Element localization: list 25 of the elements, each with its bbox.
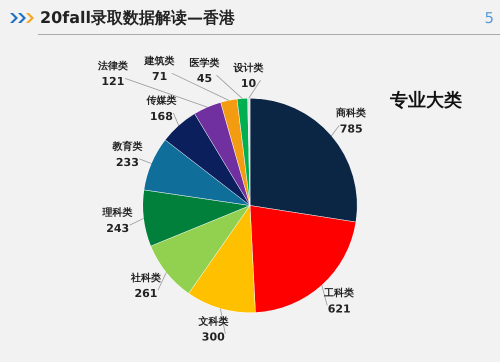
slice-label: 法律类: [96, 60, 128, 72]
data-label: 10: [240, 77, 257, 90]
data-label: 621: [328, 302, 351, 316]
slice-label: 文科类: [197, 315, 228, 328]
slice-label: 教育类: [111, 140, 142, 152]
data-label: 233: [116, 156, 139, 169]
data-label: 243: [106, 222, 130, 235]
text: 5: [484, 9, 494, 27]
slice-label: 社科类: [130, 272, 161, 284]
text: 专业大类: [390, 89, 462, 112]
slice-label: 工科类: [323, 287, 354, 300]
data-label: 300: [202, 330, 226, 344]
data-label: 71: [152, 70, 168, 84]
data-label: 168: [150, 110, 173, 123]
data-label: 261: [134, 287, 158, 300]
slice-label: 商科类: [335, 107, 366, 120]
slice-label: 建筑类: [144, 54, 175, 67]
slice-label: 理科类: [102, 206, 133, 219]
chart-title: 20fall录取数据解读—香港: [40, 8, 235, 29]
data-label: 121: [101, 75, 124, 88]
data-label: 45: [196, 72, 212, 86]
data-label: 785: [340, 122, 363, 136]
slice-label: 设计类: [232, 62, 264, 74]
slice-label: 传媒类: [145, 94, 176, 107]
slice-label: 医学类: [189, 56, 220, 69]
